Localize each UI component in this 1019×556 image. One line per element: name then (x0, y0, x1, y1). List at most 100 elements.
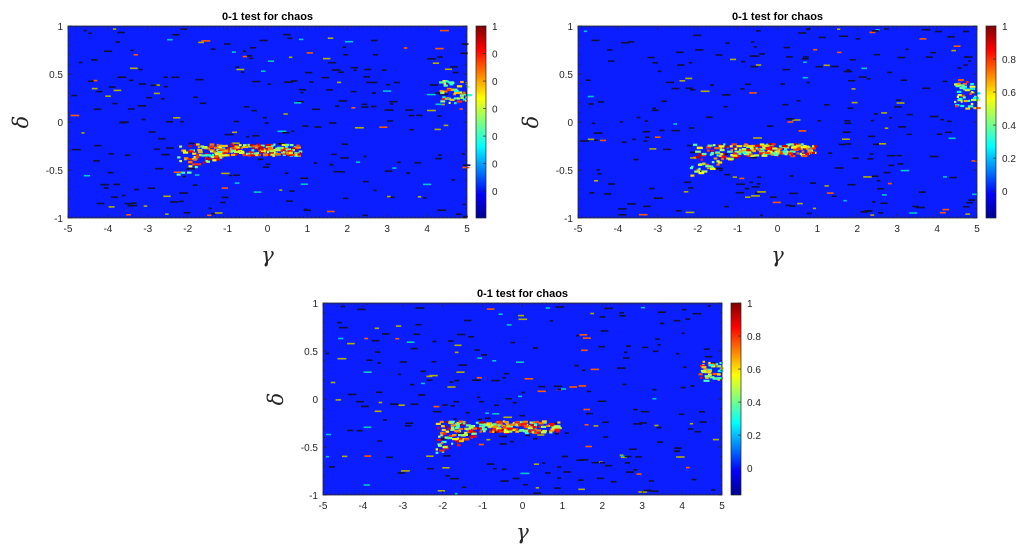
heatmap-cell (582, 369, 586, 372)
heatmap-cell (563, 471, 572, 473)
heatmap-cell (710, 167, 716, 170)
heatmap-cell (604, 193, 612, 195)
heatmap-cell (507, 427, 514, 430)
heatmap-cell (896, 154, 902, 157)
heatmap-cell (481, 427, 485, 430)
heatmap-cell (298, 151, 302, 155)
heatmap-cell (679, 80, 686, 82)
heatmap-cell (325, 352, 329, 355)
heatmap-cell (498, 423, 503, 426)
heatmap-cell (712, 377, 718, 380)
heatmap-cell (93, 79, 98, 82)
chart-panel-3: -5 -4 -3 -2 -1 0 1 2 3 4 5 -1 -0.5 0 0.5 1 0-1 test for … (264, 288, 761, 544)
heatmap-cell (259, 151, 264, 154)
heatmap-cell (543, 421, 547, 424)
heatmap-cell (230, 150, 236, 153)
y-axis-label: δ (519, 116, 543, 129)
heatmap-cell (717, 161, 723, 164)
heatmap-cell (476, 377, 482, 379)
heatmap-cell (518, 395, 523, 398)
heatmap-cell (610, 480, 617, 483)
heatmap-cell (458, 437, 463, 440)
heatmap-cell (384, 170, 393, 172)
heatmap-cell (654, 197, 663, 199)
heatmap-cell (242, 50, 247, 52)
heatmap-cell (330, 381, 336, 384)
heatmap-cell (482, 424, 486, 427)
x-tick-label: -3 (653, 224, 662, 235)
heatmap-cell (179, 200, 184, 203)
heatmap-cell (762, 145, 765, 148)
heatmap-cell (442, 91, 445, 94)
heatmap-cell (306, 52, 313, 54)
heatmap-cell (263, 116, 267, 119)
heatmap-cell (188, 150, 194, 153)
heatmap-cell (446, 420, 450, 423)
y-tick-label: 0.5 (559, 70, 573, 81)
heatmap-cell (695, 150, 701, 153)
heatmap-cell (701, 152, 707, 156)
heatmap-cell (715, 364, 719, 367)
heatmap-cell (486, 438, 491, 441)
heatmap-cell (791, 146, 798, 149)
heatmap-cell (780, 152, 787, 155)
heatmap-cell (452, 438, 458, 441)
heatmap-cell (124, 202, 133, 205)
heatmap-cell (343, 197, 349, 200)
heatmap-cell (947, 120, 952, 123)
y-tick-label: 0 (567, 118, 573, 129)
heatmap-cell (633, 158, 639, 161)
heatmap-cell (180, 28, 187, 30)
heatmap-cell (546, 424, 550, 427)
heatmap-cell (450, 428, 455, 431)
heatmap-cell (383, 90, 392, 92)
heatmap-cell (782, 68, 791, 71)
heatmap-cell (600, 330, 609, 332)
heatmap-cell (708, 144, 711, 147)
heatmap-cell (273, 149, 279, 152)
heatmap-cell (812, 145, 818, 148)
heatmap-cell (673, 450, 681, 452)
heatmap-cell (798, 130, 807, 132)
heatmap-cell (518, 429, 523, 432)
heatmap-cell (427, 467, 434, 470)
heatmap-cell (742, 152, 748, 155)
heatmap-cell (291, 149, 295, 152)
heatmap-cell (342, 46, 347, 48)
heatmap-cell (182, 175, 186, 178)
heatmap-cell (800, 146, 807, 149)
heatmap-cell (252, 147, 255, 150)
heatmap-cell (242, 145, 249, 149)
colorbar-tick-label: 1 (492, 22, 498, 33)
heatmap-cell (216, 143, 220, 147)
heatmap-cell (897, 56, 906, 59)
heatmap-cell (255, 145, 261, 148)
heatmap-cell (458, 432, 465, 435)
heatmap-cell (203, 161, 206, 164)
heatmap-cell (644, 120, 649, 122)
heatmap-cell (715, 54, 723, 56)
y-tick-label: -1 (309, 491, 318, 502)
heatmap-cell (942, 80, 948, 83)
heatmap-cell (956, 90, 962, 93)
heatmap-cell (730, 157, 734, 160)
heatmap-cell (675, 210, 682, 212)
heatmap-cell (780, 83, 786, 85)
heatmap-cell (327, 37, 334, 39)
heatmap-cell (437, 443, 441, 446)
heatmap-cell (311, 108, 321, 111)
heatmap-cell (182, 149, 187, 152)
heatmap-cell (598, 101, 604, 103)
heatmap-cell (461, 153, 466, 155)
heatmap-cell (187, 171, 192, 174)
heatmap-cell (925, 56, 933, 58)
heatmap-cell (201, 40, 211, 42)
heatmap-cell (700, 376, 703, 379)
heatmap-cell (451, 442, 454, 445)
heatmap-cell (286, 152, 289, 155)
heatmap-cell (834, 167, 844, 169)
heatmap-cell (112, 28, 117, 30)
heatmap-cell (240, 71, 245, 73)
heatmap-cell (483, 428, 487, 431)
heatmap-cell (963, 99, 968, 103)
